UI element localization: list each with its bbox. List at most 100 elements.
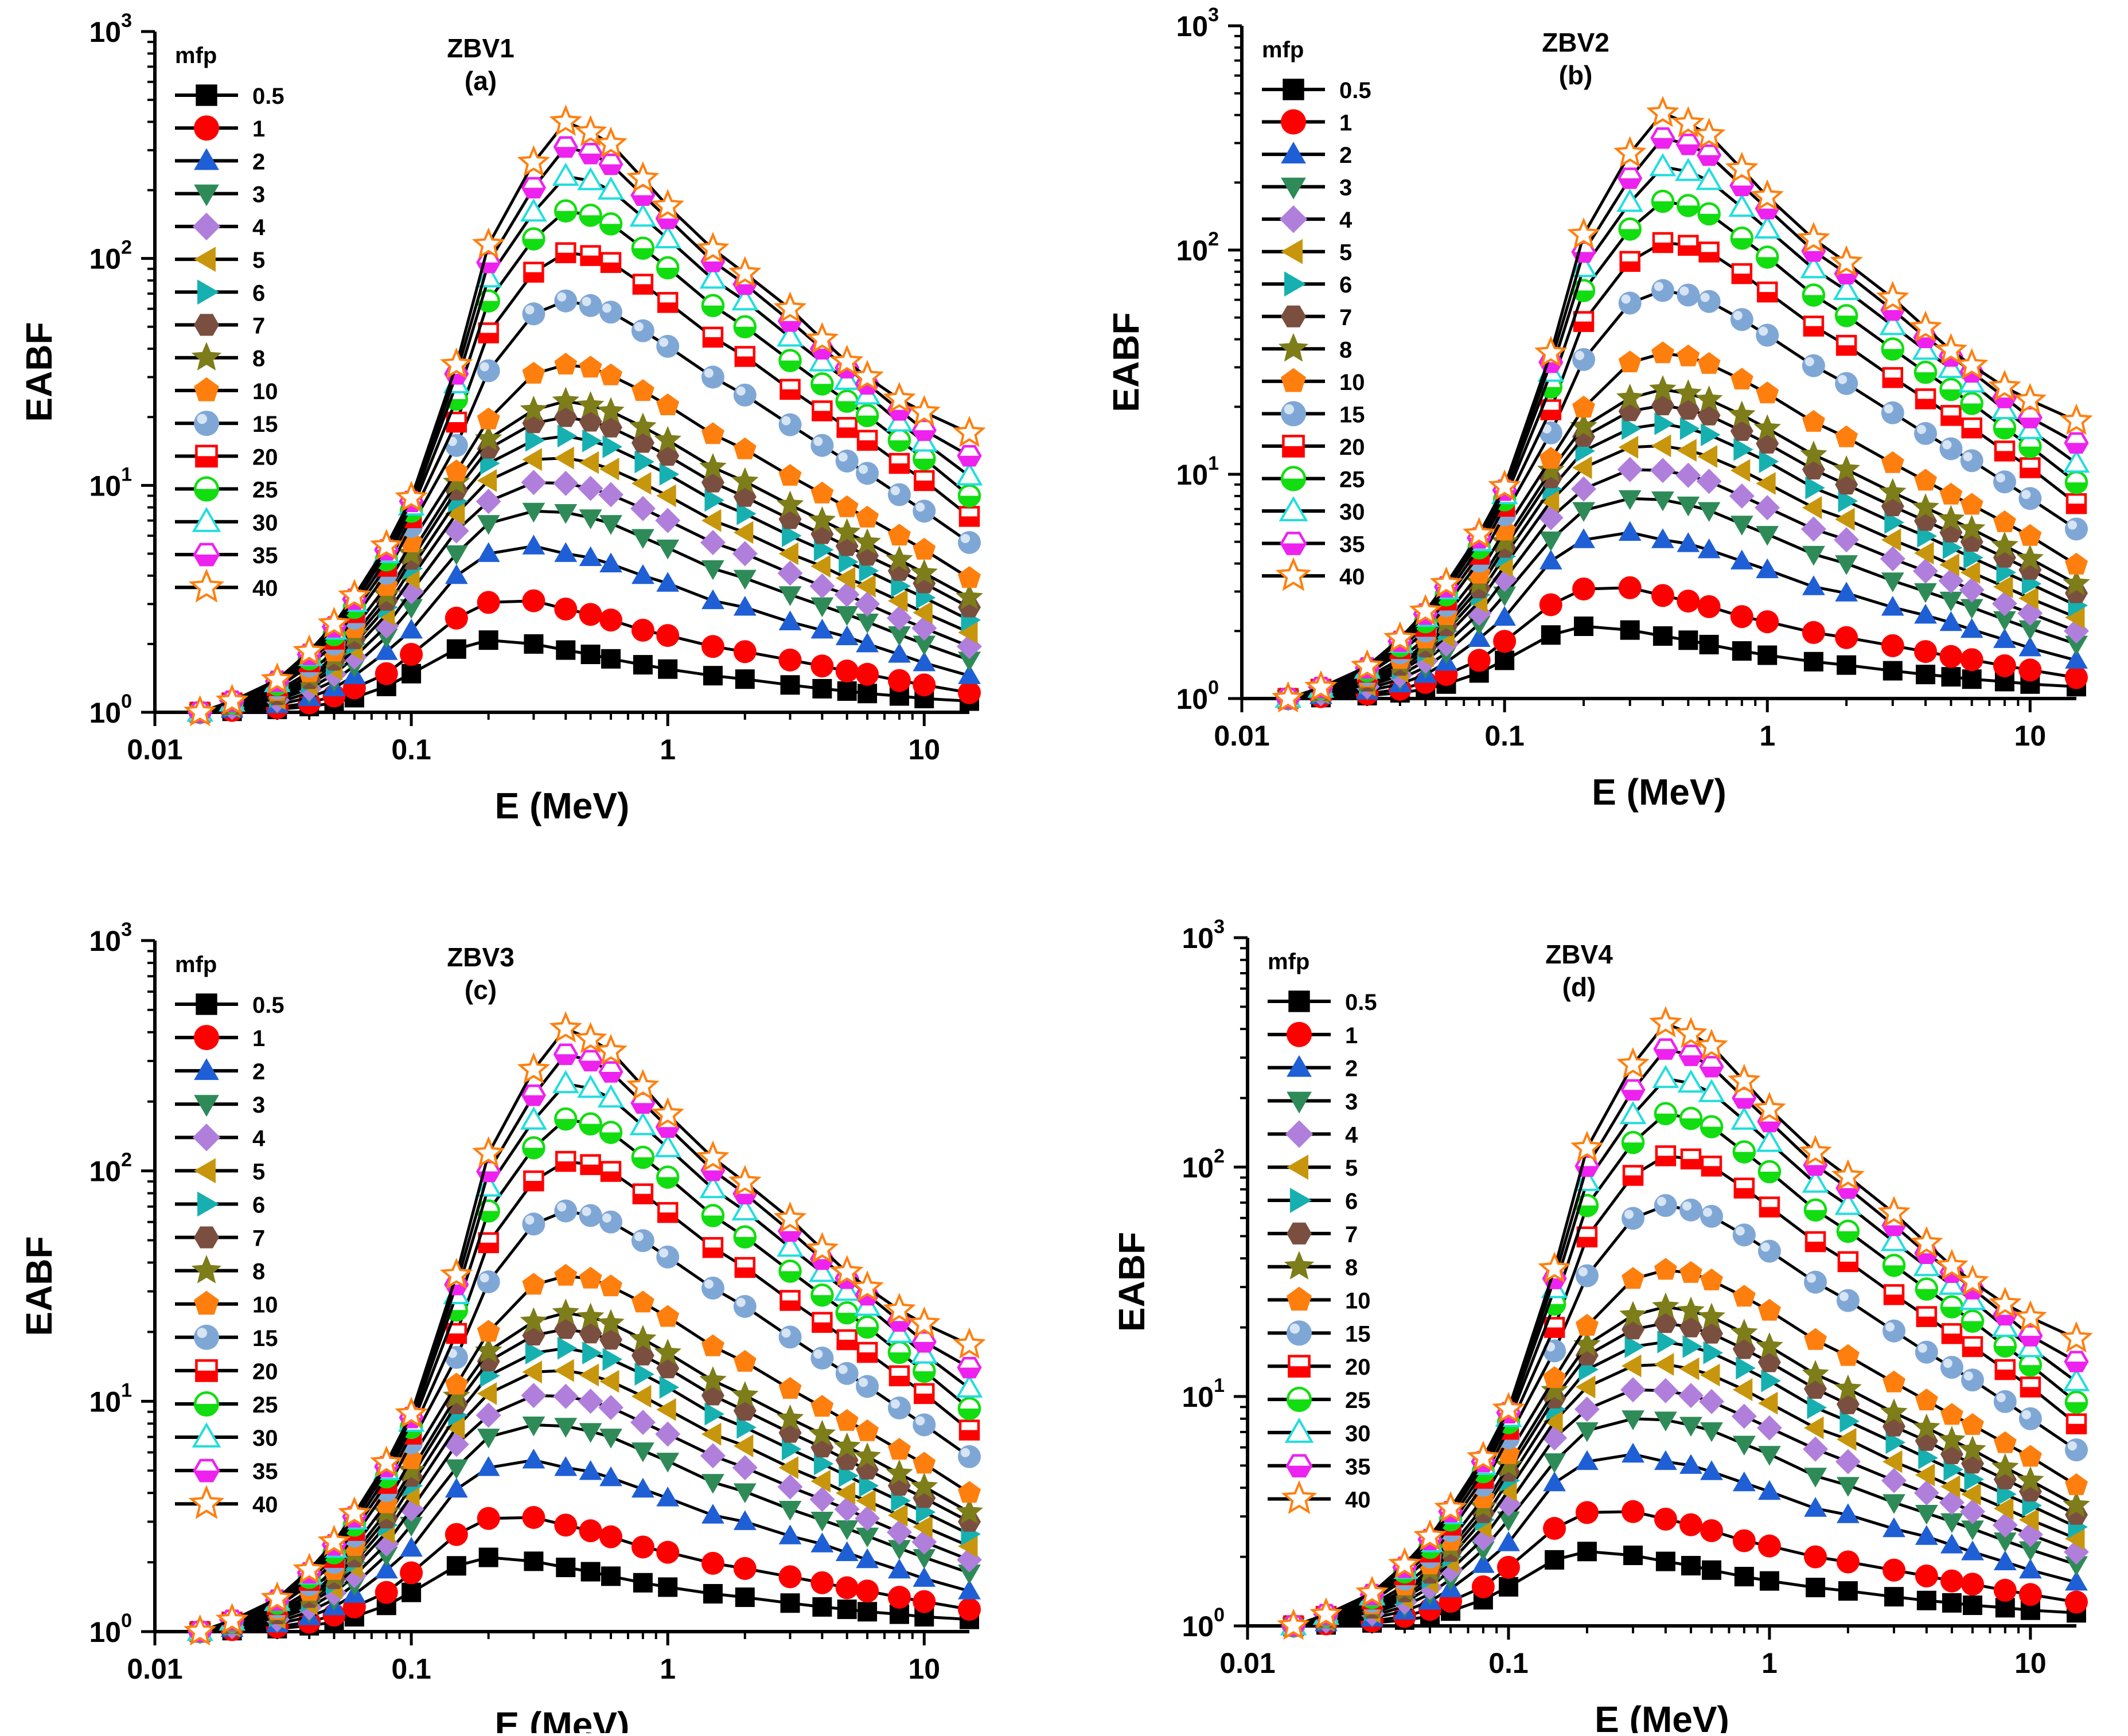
data-point <box>1699 634 1719 654</box>
data-point <box>2064 470 2088 494</box>
legend-label: 40 <box>252 1492 278 1517</box>
data-point <box>856 1489 876 1512</box>
data-point <box>1962 1336 1983 1357</box>
data-point <box>733 1434 754 1458</box>
data-point <box>1700 1519 1723 1543</box>
legend-item: 40 <box>1262 557 1365 591</box>
data-point <box>1616 188 1644 212</box>
data-point <box>1914 583 1937 603</box>
data-point <box>1802 1169 1829 1193</box>
data-point <box>1881 401 1904 424</box>
data-point <box>1701 1560 1721 1580</box>
data-point <box>400 618 423 639</box>
data-point <box>856 1548 879 1569</box>
data-point <box>478 1232 499 1254</box>
data-point <box>1753 215 1781 239</box>
legend-marker <box>192 212 221 241</box>
data-point <box>856 1419 879 1441</box>
data-point <box>1880 546 1905 572</box>
data-point <box>1837 1503 1860 1523</box>
data-point <box>1836 1344 1860 1366</box>
data-point <box>776 490 804 517</box>
data-point <box>631 1477 654 1498</box>
data-point <box>1910 1226 1943 1258</box>
y-axis-label: EABF <box>1105 312 1147 412</box>
data-point <box>1731 1318 1758 1345</box>
legend-label: 7 <box>252 1226 265 1251</box>
data-point <box>1493 606 1516 626</box>
data-point <box>1728 1063 1761 1095</box>
legend-label: 15 <box>1339 402 1365 427</box>
data-point <box>1545 1550 1565 1570</box>
legend-item: 15 <box>175 1324 278 1351</box>
data-point <box>631 236 655 260</box>
legend-label: 0.5 <box>1339 78 1371 103</box>
data-point <box>888 524 911 546</box>
legend-item: 20 <box>1268 1355 1371 1380</box>
legend-item: 1 <box>175 115 265 142</box>
data-point <box>2064 1390 2088 1414</box>
data-point <box>2064 1351 2089 1372</box>
legend-item: 40 <box>175 568 278 603</box>
data-point <box>731 1197 759 1220</box>
legend-item: 25 <box>175 1391 278 1418</box>
data-point <box>1576 1226 1598 1248</box>
data-point <box>522 302 545 326</box>
data-point <box>554 446 574 470</box>
data-point <box>579 1460 602 1480</box>
data-point <box>1960 618 1983 638</box>
data-point <box>631 1345 654 1366</box>
legend-item: 1 <box>1268 1021 1358 1048</box>
data-point <box>1802 621 1825 644</box>
data-point <box>1804 1497 1827 1517</box>
data-point <box>477 1456 500 1476</box>
data-point <box>1802 496 1822 520</box>
y-tick-label: 101 <box>1182 1375 1225 1413</box>
data-point <box>1677 590 1700 613</box>
data-point <box>2065 635 2088 656</box>
data-point <box>1799 1135 1832 1167</box>
legend-marker <box>195 1359 218 1382</box>
data-point <box>1884 1587 1904 1607</box>
data-point <box>1616 1047 1650 1079</box>
data-point <box>1993 1532 2017 1552</box>
data-point <box>808 1258 836 1282</box>
legend-item: 30 <box>1268 1417 1371 1446</box>
data-point <box>338 1496 371 1528</box>
data-point <box>657 1201 679 1223</box>
data-point <box>555 242 576 263</box>
data-point <box>1756 1415 1782 1441</box>
data-point <box>554 1359 574 1382</box>
data-point <box>1309 1597 1343 1629</box>
legend-label: 25 <box>1339 467 1365 492</box>
data-point <box>555 1150 576 1172</box>
data-point <box>599 1466 622 1487</box>
data-point <box>477 469 497 492</box>
data-point <box>579 356 602 378</box>
data-point <box>1804 1270 1827 1294</box>
data-point <box>1652 1064 1679 1089</box>
y-tick-label: 102 <box>89 1149 132 1188</box>
data-point <box>1651 491 1674 512</box>
data-point <box>1802 459 1825 479</box>
data-point <box>1879 311 1907 336</box>
data-point <box>1758 1446 1781 1466</box>
data-point <box>2065 1413 2087 1434</box>
data-point <box>522 1360 542 1384</box>
legend-label: 35 <box>1345 1454 1371 1480</box>
data-point <box>958 621 978 644</box>
y-tick-label: 101 <box>1176 452 1219 491</box>
legend-marker <box>197 279 219 305</box>
legend-marker <box>1281 239 1303 264</box>
data-point <box>215 1602 249 1634</box>
data-point <box>1800 440 1827 467</box>
legend-item: 5 <box>175 1158 265 1184</box>
legend-item: 20 <box>1262 435 1365 460</box>
data-point <box>1993 1431 2017 1453</box>
data-point <box>1836 1550 1860 1574</box>
data-point <box>1617 457 1643 482</box>
data-point <box>1940 405 1962 426</box>
data-point <box>1881 1468 1907 1493</box>
data-point <box>2065 1590 2088 1614</box>
data-point <box>696 1140 730 1172</box>
